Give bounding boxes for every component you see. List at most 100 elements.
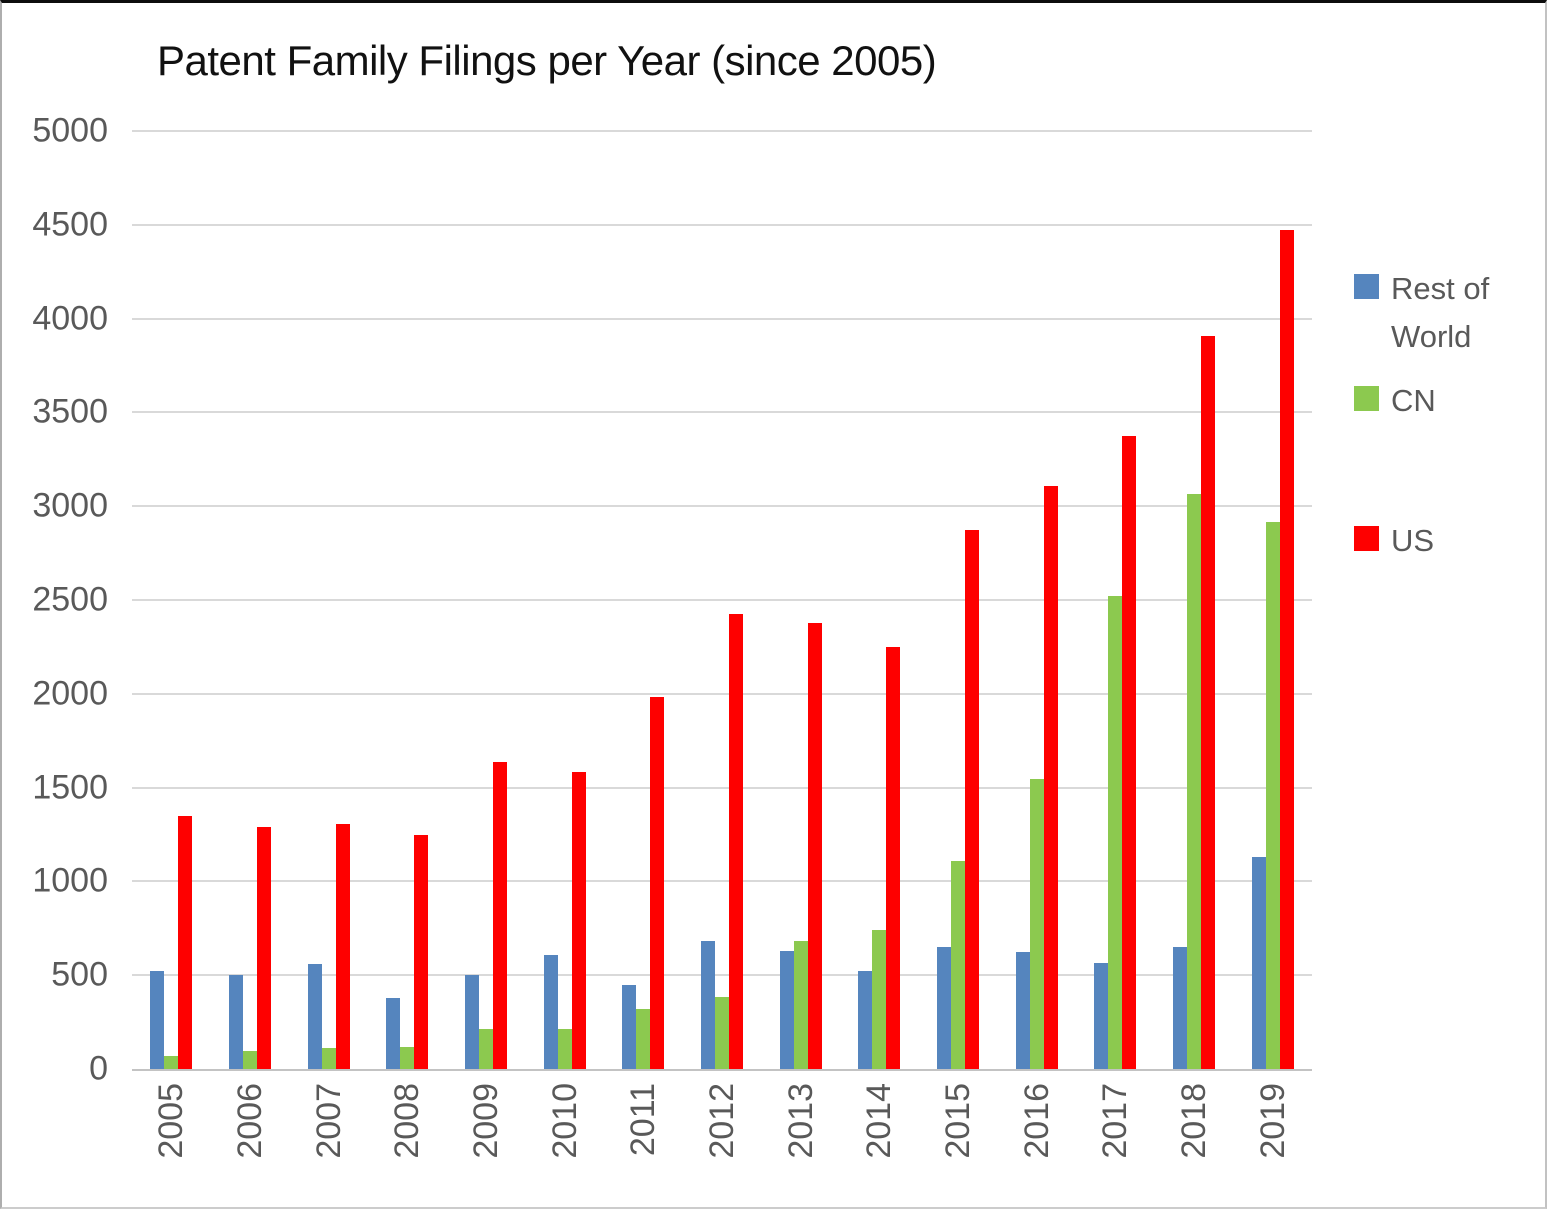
- bar-us-2019: [1279, 230, 1294, 1069]
- gridline: [132, 130, 1312, 132]
- bar-group-2006: [211, 131, 290, 1069]
- x-tick-label: 2008: [388, 1083, 427, 1159]
- y-tick-label: 5000: [32, 111, 108, 150]
- gridline: [132, 317, 1312, 320]
- bar-group-2009: [447, 131, 526, 1069]
- bar-us-2013: [807, 623, 822, 1069]
- bar-rest-of-world-2015: [937, 947, 952, 1069]
- legend-item-cn: CN: [1354, 377, 1529, 425]
- x-label-cell: 2017: [1076, 1083, 1155, 1205]
- bar-cn-2011: [636, 1008, 651, 1069]
- bar-cn-2019: [1265, 522, 1280, 1069]
- x-tick-label: 2013: [781, 1083, 820, 1159]
- x-label-cell: 2005: [132, 1083, 211, 1205]
- bar-cn-2005: [164, 1055, 179, 1069]
- bar-cn-2006: [243, 1051, 257, 1069]
- bar-rest-of-world-2017: [1094, 963, 1109, 1069]
- bar-us-2008: [414, 835, 429, 1069]
- bar-rest-of-world-2013: [779, 950, 794, 1069]
- bar-group-2010: [525, 131, 604, 1069]
- y-tick-label: 4000: [32, 299, 108, 338]
- bar-group-2015: [919, 131, 998, 1069]
- x-label-cell: 2009: [447, 1083, 526, 1205]
- x-tick-label: 2019: [1253, 1083, 1292, 1159]
- gridline: [132, 411, 1312, 414]
- x-label-cell: 2019: [1233, 1083, 1312, 1205]
- bar-rest-of-world-2018: [1173, 947, 1188, 1069]
- y-tick-label: 2500: [32, 580, 108, 619]
- legend-swatch-row: [1354, 274, 1379, 299]
- x-tick-label: 2006: [231, 1083, 269, 1159]
- y-tick-label: 3000: [32, 486, 108, 525]
- bar-us-2007: [335, 824, 350, 1069]
- gridline: [132, 692, 1312, 695]
- plot-area: [132, 130, 1312, 1071]
- x-label-cell: 2008: [368, 1083, 447, 1205]
- bar-cn-2009: [479, 1028, 494, 1069]
- bar-us-2010: [571, 771, 586, 1069]
- x-label-cell: 2011: [604, 1083, 683, 1205]
- x-label-cell: 2016: [997, 1083, 1076, 1205]
- legend-item-row: Rest of World: [1354, 265, 1529, 361]
- bar-rest-of-world-2008: [386, 997, 401, 1069]
- x-tick-label: 2017: [1096, 1083, 1135, 1159]
- x-tick-label: 2009: [467, 1083, 506, 1159]
- x-tick-label: 2012: [703, 1083, 742, 1159]
- bar-group-2014: [840, 131, 919, 1069]
- bar-group-2012: [683, 131, 762, 1069]
- legend-swatch-cn: [1354, 386, 1379, 412]
- bar-cn-2015: [951, 860, 966, 1069]
- bar-group-2016: [997, 131, 1076, 1069]
- bar-cn-2016: [1029, 779, 1044, 1069]
- gridline: [132, 599, 1312, 601]
- legend-label-row: Rest of World: [1391, 271, 1490, 355]
- gridline: [132, 880, 1312, 883]
- y-tick-label: 500: [51, 955, 108, 994]
- bar-cn-2012: [715, 996, 730, 1069]
- bar-cn-2010: [557, 1028, 572, 1069]
- bar-cn-2007: [321, 1048, 336, 1069]
- bar-groups: [132, 131, 1312, 1069]
- x-tick-label: 2014: [860, 1083, 899, 1159]
- bar-rest-of-world-2012: [701, 941, 716, 1069]
- bar-cn-2013: [793, 940, 808, 1069]
- x-tick-label: 2007: [309, 1083, 348, 1159]
- bar-us-2009: [493, 762, 508, 1069]
- x-tick-label: 2015: [939, 1083, 978, 1159]
- x-label-cell: 2007: [289, 1083, 368, 1205]
- bar-rest-of-world-2019: [1251, 857, 1266, 1069]
- bar-group-2018: [1155, 131, 1234, 1069]
- gridline: [132, 223, 1312, 226]
- bar-rest-of-world-2009: [465, 975, 480, 1069]
- bar-rest-of-world-2010: [543, 954, 558, 1069]
- bar-us-2015: [965, 529, 980, 1069]
- y-tick-label: 0: [89, 1049, 108, 1088]
- bar-us-2014: [886, 646, 901, 1069]
- bar-group-2013: [761, 131, 840, 1069]
- x-label-cell: 2015: [919, 1083, 998, 1205]
- legend-label-us: US: [1391, 523, 1435, 559]
- bar-rest-of-world-2011: [622, 984, 637, 1069]
- bar-rest-of-world-2005: [150, 970, 165, 1069]
- bar-us-2017: [1122, 435, 1137, 1069]
- x-axis: 2005 2006 2007 2008 2009 2010 2011 2012 2013 2014…: [132, 1083, 1312, 1205]
- x-label-cell: 2006: [211, 1083, 290, 1205]
- bar-group-2017: [1076, 131, 1155, 1069]
- x-label-cell: 2018: [1155, 1083, 1234, 1205]
- x-label-cell: 2010: [525, 1083, 604, 1205]
- x-tick-label: 2011: [624, 1083, 663, 1157]
- bar-group-2019: [1233, 131, 1312, 1069]
- bar-us-2012: [729, 614, 744, 1069]
- bar-cn-2008: [400, 1046, 415, 1069]
- bar-cn-2014: [872, 930, 887, 1069]
- y-tick-label: 3500: [32, 392, 108, 431]
- x-tick-label: 2018: [1175, 1083, 1214, 1159]
- y-tick-label: 4500: [32, 205, 108, 244]
- bar-group-2005: [132, 131, 211, 1069]
- gridline: [132, 974, 1312, 977]
- y-tick-label: 2000: [32, 674, 108, 713]
- y-axis: 0 500 1000 1500 2000 2500 3000 3500 4000 4500 5000: [2, 112, 114, 1088]
- y-tick-label: 1500: [32, 768, 108, 807]
- legend-label-cn: CN: [1391, 383, 1436, 419]
